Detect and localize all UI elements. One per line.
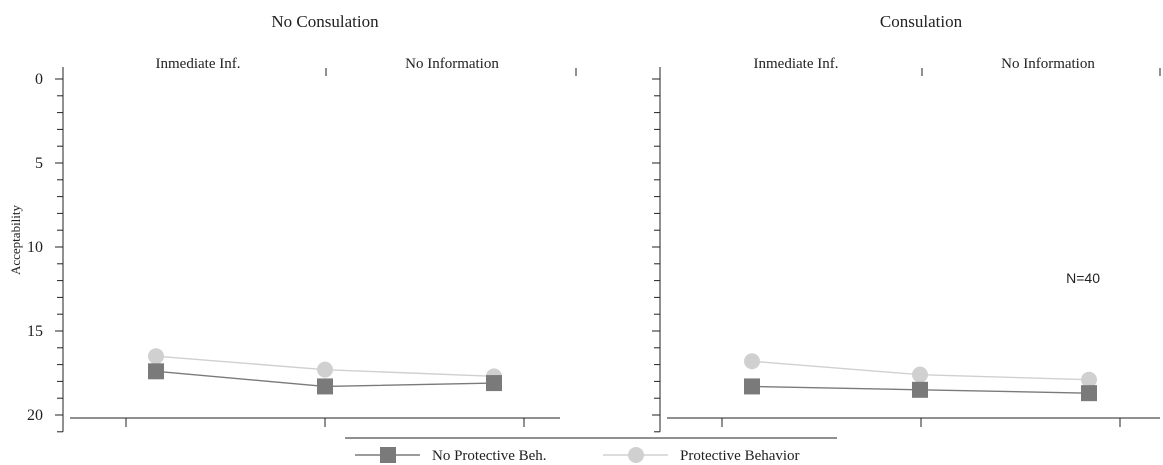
data-point-square <box>1081 385 1097 402</box>
panel-no-consultation: No Consulation Inmediate Inf. No Informa… <box>8 12 577 433</box>
legend-item-protective: Protective Behavior <box>603 447 800 464</box>
panel-1-axes <box>55 67 577 433</box>
group-label-no-information: No Information <box>405 56 499 72</box>
sample-size-annotation: N=40 <box>1066 270 1100 286</box>
legend-square-marker <box>380 447 396 463</box>
panel-title-no-consultation: No Consulation <box>271 12 379 31</box>
panel-title-consultation: Consulation <box>880 12 963 31</box>
group-label-immediate-info-2: Inmediate Inf. <box>754 56 839 72</box>
y-tick-label: 0 <box>35 71 43 88</box>
legend-label-no-protective: No Protective Beh. <box>432 448 547 464</box>
legend: No Protective Beh. Protective Behavior <box>345 437 837 464</box>
legend-item-no-protective: No Protective Beh. <box>355 447 547 464</box>
data-point-square <box>486 375 502 392</box>
data-point-circle <box>744 353 760 370</box>
legend-circle-marker <box>628 447 644 463</box>
panel-1-series <box>148 348 502 395</box>
data-point-square <box>317 378 333 395</box>
legend-label-protective: Protective Behavior <box>680 448 800 464</box>
data-point-square <box>912 381 928 398</box>
y-tick-label: 20 <box>27 407 43 424</box>
panel-1-y-tick-labels: 0 5 10 15 20 <box>27 71 43 424</box>
panel-2-series <box>744 353 1097 402</box>
y-tick-label: 15 <box>27 323 43 340</box>
y-tick-label: 10 <box>27 239 43 256</box>
panel-2-axes <box>652 67 1161 433</box>
y-axis-label: Acceptability <box>8 204 23 275</box>
group-label-immediate-info: Inmediate Inf. <box>156 56 241 72</box>
panel-consultation: Consulation Inmediate Inf. No Informatio… <box>652 12 1161 433</box>
data-point-circle <box>148 348 164 365</box>
data-point-circle <box>1081 371 1097 388</box>
group-label-no-information-2: No Information <box>1001 56 1095 72</box>
data-point-circle <box>912 366 928 383</box>
data-point-square <box>148 363 164 380</box>
y-tick-label: 5 <box>35 155 43 172</box>
data-point-square <box>744 378 760 395</box>
data-point-circle <box>317 361 333 378</box>
